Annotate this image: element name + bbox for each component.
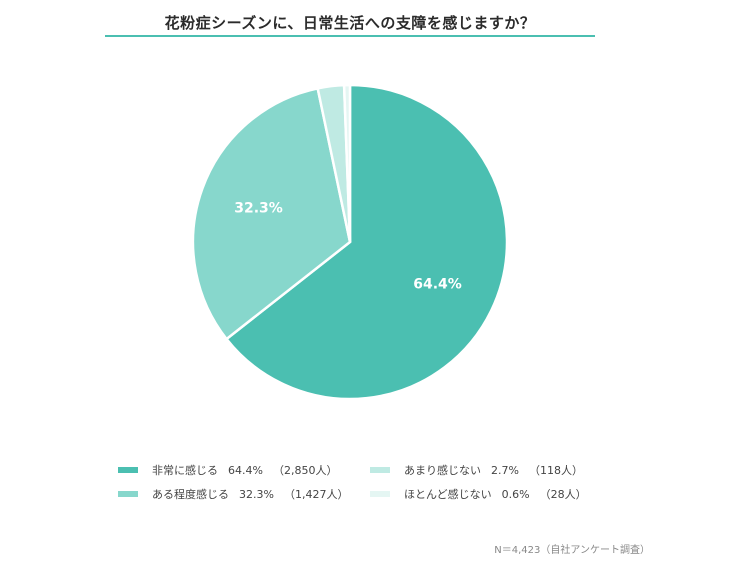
slice-data-label-1: 32.3% bbox=[234, 201, 283, 217]
legend-percent-1: 32.3% bbox=[239, 487, 274, 501]
legend-percent-0: 64.4% bbox=[228, 463, 263, 477]
pie-slice-0 bbox=[224, 83, 509, 401]
legend-item-2: あまり感じない 2.7% （118人） bbox=[370, 462, 583, 478]
slice-data-label-0: 64.4% bbox=[413, 277, 462, 293]
legend-swatch-3 bbox=[370, 491, 390, 497]
legend-count-2: （118人） bbox=[528, 464, 583, 477]
legend-item-1: ある程度感じる 32.3% （1,427人） bbox=[118, 486, 348, 502]
legend-label-1: ある程度感じる bbox=[152, 488, 229, 501]
legend-label-2: あまり感じない bbox=[404, 464, 481, 477]
legend-label-0: 非常に感じる bbox=[152, 464, 218, 477]
legend-label-3: ほとんど感じない bbox=[404, 488, 492, 501]
legend-item-3: ほとんど感じない 0.6% （28人） bbox=[370, 486, 587, 502]
pie-chart: 64.4% 32.3% bbox=[191, 83, 509, 401]
legend-count-0: （2,850人） bbox=[272, 464, 338, 477]
pie-slice-3 bbox=[342, 83, 352, 243]
legend-count-3: （28人） bbox=[539, 488, 587, 501]
legend: 非常に感じる 64.4% （2,850人） ある程度感じる 32.3% （1,4… bbox=[0, 462, 750, 512]
legend-swatch-1 bbox=[118, 491, 138, 497]
legend-item-0: 非常に感じる 64.4% （2,850人） bbox=[118, 462, 337, 478]
legend-percent-2: 2.7% bbox=[491, 463, 519, 477]
sample-size-note: N＝4,423（自社アンケート調査） bbox=[494, 545, 650, 556]
legend-percent-3: 0.6% bbox=[501, 487, 530, 501]
pie-slice-1 bbox=[191, 86, 352, 341]
legend-swatch-0 bbox=[118, 467, 138, 473]
legend-count-1: （1,427人） bbox=[283, 488, 349, 501]
legend-swatch-2 bbox=[370, 467, 390, 473]
title-underline bbox=[105, 35, 595, 37]
chart-title: 花粉症シーズンに、日常生活への支障を感じますか？ bbox=[164, 14, 536, 32]
